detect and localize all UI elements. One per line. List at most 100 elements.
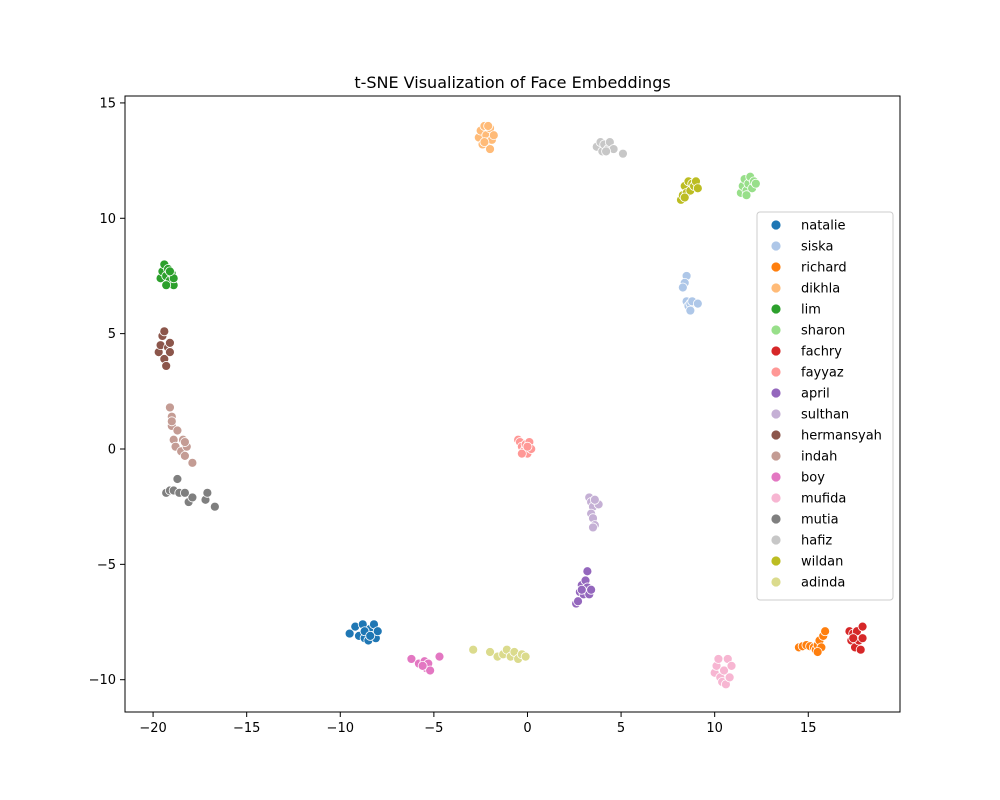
data-point: [812, 647, 823, 657]
y-tick-label: −10: [89, 673, 116, 688]
legend-marker: [770, 324, 782, 336]
data-point: [165, 402, 175, 413]
data-point: [685, 305, 696, 316]
data-point: [372, 626, 383, 637]
data-point: [516, 448, 527, 459]
data-point: [180, 437, 190, 447]
data-point: [857, 633, 868, 644]
x-tick-label: 10: [706, 721, 723, 736]
legend-label: richard: [801, 261, 847, 276]
legend-marker: [770, 345, 782, 357]
legend-label: dikhla: [801, 282, 840, 297]
legend-marker: [770, 240, 782, 252]
data-point: [165, 266, 175, 277]
data-point: [848, 633, 859, 644]
legend-label: lim: [801, 303, 821, 318]
legend-marker: [770, 513, 782, 525]
data-point: [573, 596, 583, 607]
data-point: [434, 651, 445, 662]
y-tick-label: 15: [99, 96, 116, 111]
legend-marker: [770, 303, 782, 315]
data-point: [485, 647, 495, 657]
series-lim: [155, 259, 179, 291]
x-tick-label: 5: [617, 721, 625, 736]
data-point: [468, 644, 479, 655]
data-point: [726, 660, 737, 671]
legend-label: sharon: [801, 324, 845, 339]
data-point: [165, 347, 175, 357]
legend-marker: [770, 471, 782, 483]
series-natalie: [344, 619, 383, 646]
series-fachry: [844, 621, 868, 655]
data-point: [479, 137, 490, 148]
series-sulthan: [584, 492, 604, 533]
x-axis-ticks: −20 −15 −10 −5 0 5 10 15: [139, 712, 817, 736]
x-tick-label: −10: [327, 721, 354, 736]
data-point: [209, 501, 220, 512]
series-adinda: [468, 644, 531, 664]
legend-label: fachry: [801, 345, 842, 360]
data-point: [677, 282, 688, 293]
legend-marker: [770, 261, 782, 273]
data-point: [692, 298, 703, 309]
data-point: [679, 192, 690, 203]
legend-marker: [770, 555, 782, 567]
data-point: [724, 672, 735, 683]
legend-marker: [770, 387, 782, 399]
y-tick-label: 5: [108, 327, 116, 342]
data-point: [365, 630, 376, 641]
data-point: [187, 457, 198, 468]
legend-label: hafiz: [801, 534, 832, 549]
data-point: [180, 487, 190, 498]
data-point: [344, 628, 355, 639]
series-sharon: [735, 171, 761, 201]
legend-label: april: [801, 387, 830, 402]
legend-label: adinda: [801, 576, 845, 591]
legend-marker: [770, 282, 782, 294]
plot-frame: [124, 95, 901, 713]
data-point: [485, 144, 495, 154]
legend-marker: [770, 492, 782, 504]
data-point: [522, 441, 533, 452]
legend-label: sulthan: [801, 408, 849, 423]
data-point: [159, 326, 170, 337]
series-mutia: [161, 474, 220, 512]
data-point: [713, 654, 724, 664]
series-april: [571, 566, 597, 609]
data-point: [406, 654, 417, 664]
data-point: [180, 451, 190, 461]
data-point: [692, 183, 703, 194]
legend-marker: [770, 408, 782, 420]
data-point: [488, 130, 499, 141]
series-fayyaz: [513, 434, 537, 459]
data-point: [161, 280, 172, 291]
legend-label: wildan: [801, 555, 843, 570]
data-point: [172, 425, 183, 436]
legend-label: indah: [801, 450, 837, 465]
data-point: [520, 651, 531, 662]
data-point: [586, 584, 597, 595]
x-tick-label: −15: [233, 721, 260, 736]
series-mufida: [709, 654, 737, 690]
data-point: [601, 146, 611, 157]
data-point: [618, 148, 628, 159]
series-dikhla: [473, 121, 499, 154]
scatter-points: [153, 121, 868, 690]
legend-label: siska: [801, 240, 833, 255]
legend-label: fayyaz: [801, 366, 844, 381]
data-point: [582, 566, 593, 577]
data-point: [483, 121, 494, 131]
x-tick-label: 15: [800, 721, 817, 736]
y-tick-label: 0: [108, 442, 116, 457]
data-point: [165, 337, 175, 348]
series-richard: [794, 626, 831, 657]
x-tick-label: −5: [424, 721, 443, 736]
legend-marker: [770, 534, 782, 546]
series-hermansyah: [153, 326, 175, 371]
legend-label: mutia: [801, 513, 839, 528]
y-tick-label: 10: [99, 212, 116, 227]
data-point: [187, 492, 198, 503]
x-tick-label: 0: [523, 721, 531, 736]
data-point: [161, 361, 172, 371]
